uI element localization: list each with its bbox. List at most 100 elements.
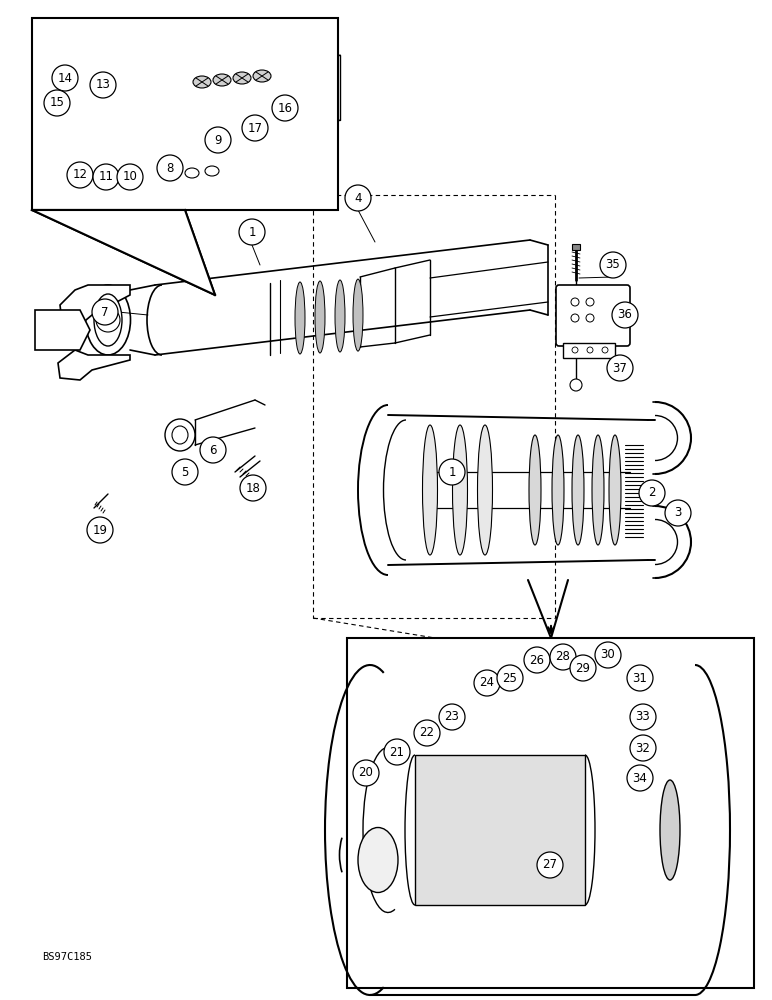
Text: 29: 29 — [575, 662, 591, 674]
Ellipse shape — [185, 168, 199, 178]
Text: 25: 25 — [503, 672, 517, 684]
Text: 35: 35 — [605, 258, 621, 271]
Circle shape — [345, 185, 371, 211]
Bar — [32, 18, 338, 210]
Text: 2: 2 — [648, 487, 655, 499]
Text: 20: 20 — [358, 766, 374, 780]
Ellipse shape — [452, 425, 468, 555]
Text: 16: 16 — [277, 102, 293, 114]
Text: 18: 18 — [245, 482, 260, 494]
Circle shape — [205, 127, 231, 153]
Text: BS97C185: BS97C185 — [42, 952, 92, 962]
Polygon shape — [32, 210, 215, 295]
Circle shape — [384, 739, 410, 765]
Text: 37: 37 — [612, 361, 628, 374]
Circle shape — [87, 517, 113, 543]
Ellipse shape — [552, 435, 564, 545]
Circle shape — [627, 765, 653, 791]
Circle shape — [90, 72, 116, 98]
Circle shape — [474, 670, 500, 696]
Ellipse shape — [165, 419, 195, 451]
Text: 23: 23 — [445, 710, 459, 724]
Text: 10: 10 — [123, 170, 137, 184]
Ellipse shape — [193, 76, 211, 88]
Circle shape — [93, 164, 119, 190]
Circle shape — [570, 379, 582, 391]
FancyBboxPatch shape — [556, 285, 630, 346]
Circle shape — [572, 347, 578, 353]
Circle shape — [497, 665, 523, 691]
Ellipse shape — [86, 285, 130, 355]
Circle shape — [524, 647, 550, 673]
Text: 26: 26 — [530, 654, 544, 666]
Circle shape — [587, 347, 593, 353]
Text: 14: 14 — [57, 72, 73, 85]
Ellipse shape — [529, 435, 541, 545]
Text: 8: 8 — [166, 161, 174, 174]
Circle shape — [242, 115, 268, 141]
Ellipse shape — [205, 166, 219, 176]
Circle shape — [353, 760, 379, 786]
Circle shape — [117, 164, 143, 190]
Text: 12: 12 — [73, 168, 87, 182]
Ellipse shape — [422, 425, 438, 555]
Ellipse shape — [660, 780, 680, 880]
Text: 19: 19 — [93, 524, 107, 536]
Circle shape — [571, 314, 579, 322]
Ellipse shape — [335, 280, 345, 352]
Circle shape — [570, 655, 596, 681]
Circle shape — [67, 162, 93, 188]
Text: 36: 36 — [618, 308, 632, 322]
Text: 27: 27 — [543, 858, 557, 871]
Ellipse shape — [165, 170, 179, 180]
Ellipse shape — [295, 282, 305, 354]
Text: 22: 22 — [419, 726, 435, 740]
Polygon shape — [58, 350, 130, 380]
Bar — [415, 755, 585, 905]
Ellipse shape — [609, 435, 621, 545]
Ellipse shape — [315, 281, 325, 353]
Ellipse shape — [358, 828, 398, 892]
Text: 9: 9 — [215, 133, 222, 146]
Circle shape — [52, 65, 78, 91]
Circle shape — [96, 308, 120, 332]
Ellipse shape — [172, 426, 188, 444]
Text: 30: 30 — [601, 648, 615, 662]
Circle shape — [239, 219, 265, 245]
Polygon shape — [35, 310, 90, 350]
Circle shape — [627, 665, 653, 691]
Text: 6: 6 — [209, 444, 217, 456]
Bar — [572, 244, 580, 250]
Circle shape — [157, 155, 183, 181]
Circle shape — [571, 298, 579, 306]
Bar — [347, 638, 754, 988]
Circle shape — [172, 459, 198, 485]
Circle shape — [665, 500, 691, 526]
Circle shape — [200, 437, 226, 463]
Circle shape — [550, 644, 576, 670]
Text: 15: 15 — [49, 97, 64, 109]
Polygon shape — [60, 285, 130, 325]
Circle shape — [439, 459, 465, 485]
Text: 32: 32 — [635, 742, 651, 754]
Circle shape — [602, 347, 608, 353]
Circle shape — [607, 355, 633, 381]
Text: 4: 4 — [354, 192, 362, 205]
Bar — [563, 343, 615, 358]
Ellipse shape — [233, 72, 251, 84]
Circle shape — [639, 480, 665, 506]
Circle shape — [240, 475, 266, 501]
Text: 13: 13 — [96, 79, 110, 92]
Circle shape — [537, 852, 563, 878]
Text: 28: 28 — [556, 650, 571, 664]
Text: 31: 31 — [632, 672, 648, 684]
Circle shape — [414, 720, 440, 746]
Circle shape — [44, 90, 70, 116]
Circle shape — [630, 735, 656, 761]
Text: 1: 1 — [249, 226, 256, 238]
Ellipse shape — [592, 435, 604, 545]
Text: 17: 17 — [248, 121, 262, 134]
Circle shape — [92, 299, 118, 325]
Text: 5: 5 — [181, 466, 188, 479]
Ellipse shape — [478, 425, 493, 555]
